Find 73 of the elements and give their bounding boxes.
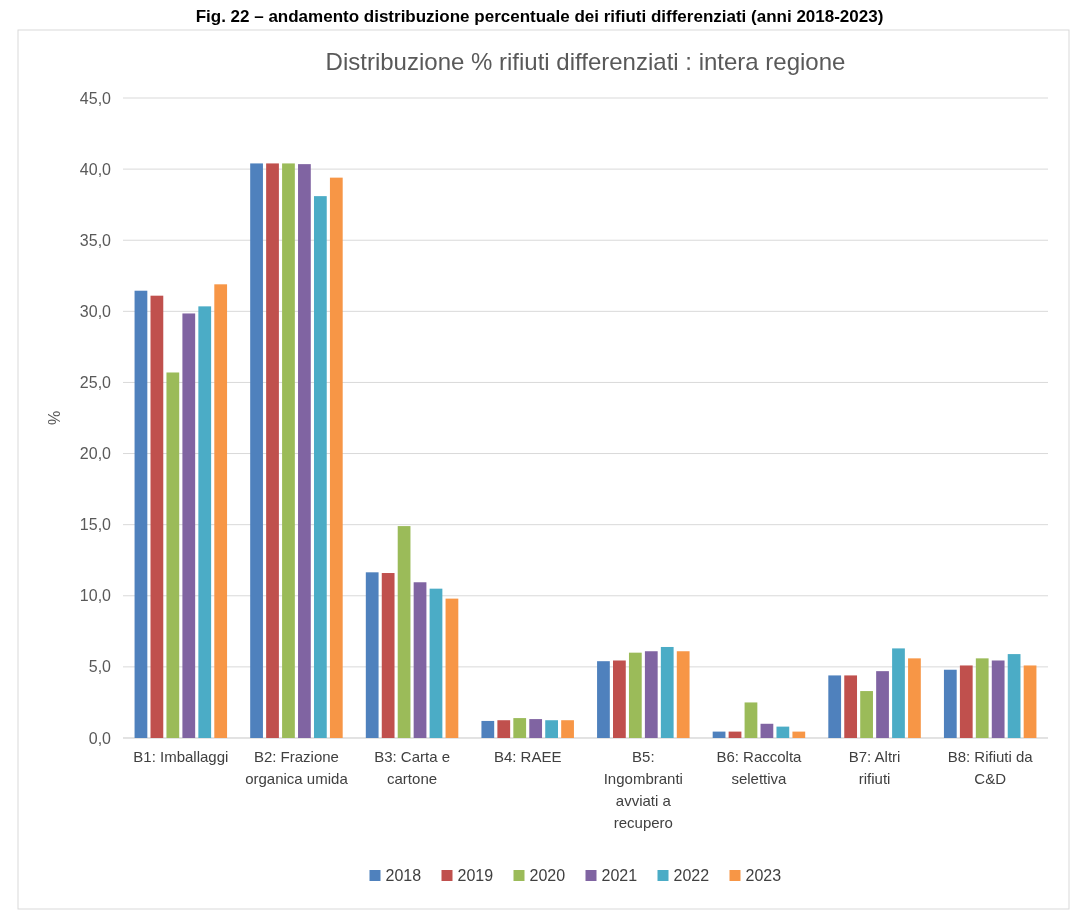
- legend-label: 2018: [385, 867, 422, 884]
- legend-label: 2019: [457, 867, 494, 884]
- y-tick-label: 0,0: [88, 729, 112, 747]
- bar: [166, 372, 180, 738]
- legend-label: 2023: [745, 867, 782, 884]
- bar: [792, 731, 806, 738]
- bar: [991, 660, 1005, 738]
- bar: [860, 691, 873, 738]
- bar: [561, 720, 574, 738]
- bar: [150, 295, 164, 738]
- bar: [282, 163, 295, 738]
- bar: [1023, 665, 1037, 738]
- bar: [365, 572, 379, 738]
- chart-title: Distribuzione % rifiuti differenziati : intera regione: [325, 48, 846, 75]
- y-tick-label: 25,0: [79, 374, 112, 392]
- bar: [381, 573, 395, 738]
- bar: [413, 582, 427, 738]
- x-tick-label: B2: Frazione organica umida: [245, 748, 349, 787]
- bar: [182, 313, 196, 738]
- y-tick-label: 15,0: [79, 516, 112, 534]
- x-tick-label: B8: Rifiuti da C&D: [947, 748, 1034, 787]
- bar: [397, 526, 411, 738]
- bar: [266, 163, 279, 738]
- y-tick-label: 45,0: [79, 89, 112, 107]
- y-tick-label: 20,0: [79, 445, 112, 463]
- bar: [1007, 654, 1021, 738]
- bar: [429, 588, 443, 738]
- x-tick-label: B5: Ingombranti avviati a recupero: [603, 748, 683, 831]
- bar: [529, 719, 543, 738]
- bar: [876, 671, 889, 738]
- bar: [298, 164, 311, 738]
- y-tick-label: 40,0: [79, 160, 112, 178]
- x-tick-label: B1: Imballaggi: [133, 748, 229, 765]
- y-tick-label: 30,0: [79, 302, 112, 320]
- bar: [676, 651, 690, 738]
- bar: [943, 669, 957, 738]
- caption: Fig. 22 – andamento distribuzione percentuale dei rifiuti differenziati (anni 2018-2023): [195, 7, 884, 26]
- bar: [329, 177, 343, 738]
- bar: [597, 661, 610, 738]
- bar: [776, 726, 790, 738]
- x-tick-label: B7: Altri rifiuti: [848, 748, 901, 787]
- bar: [250, 163, 263, 738]
- bar: [908, 658, 921, 738]
- bar: [628, 652, 642, 738]
- bar: [613, 660, 626, 738]
- bar: [844, 675, 858, 738]
- bar: [513, 718, 527, 738]
- y-tick-label: 10,0: [79, 587, 112, 605]
- x-tick-label: B6: Raccolta selettiva: [716, 748, 803, 787]
- bar: [134, 290, 148, 738]
- legend-label: 2022: [673, 867, 710, 884]
- bar: [545, 720, 558, 738]
- bar: [313, 196, 327, 738]
- bar: [892, 648, 905, 738]
- bar: [644, 651, 658, 738]
- bar: [497, 720, 511, 738]
- legend-label: 2021: [601, 867, 638, 884]
- bar: [744, 702, 758, 738]
- y-tick-label: 35,0: [79, 231, 112, 249]
- bar: [481, 720, 495, 738]
- bar: [445, 598, 459, 738]
- y-axis-title: %: [46, 410, 63, 426]
- x-tick-label: B3: Carta e cartone: [374, 748, 450, 787]
- bar: [660, 646, 674, 738]
- y-tick-label: 5,0: [88, 658, 112, 676]
- bar: [828, 675, 842, 738]
- bar: [760, 723, 774, 738]
- bar: [214, 284, 228, 738]
- bar: [975, 658, 989, 738]
- bar: [198, 306, 212, 738]
- x-tick-label: B4: RAEE: [493, 748, 562, 765]
- legend-label: 2020: [529, 867, 566, 884]
- bar: [959, 665, 973, 738]
